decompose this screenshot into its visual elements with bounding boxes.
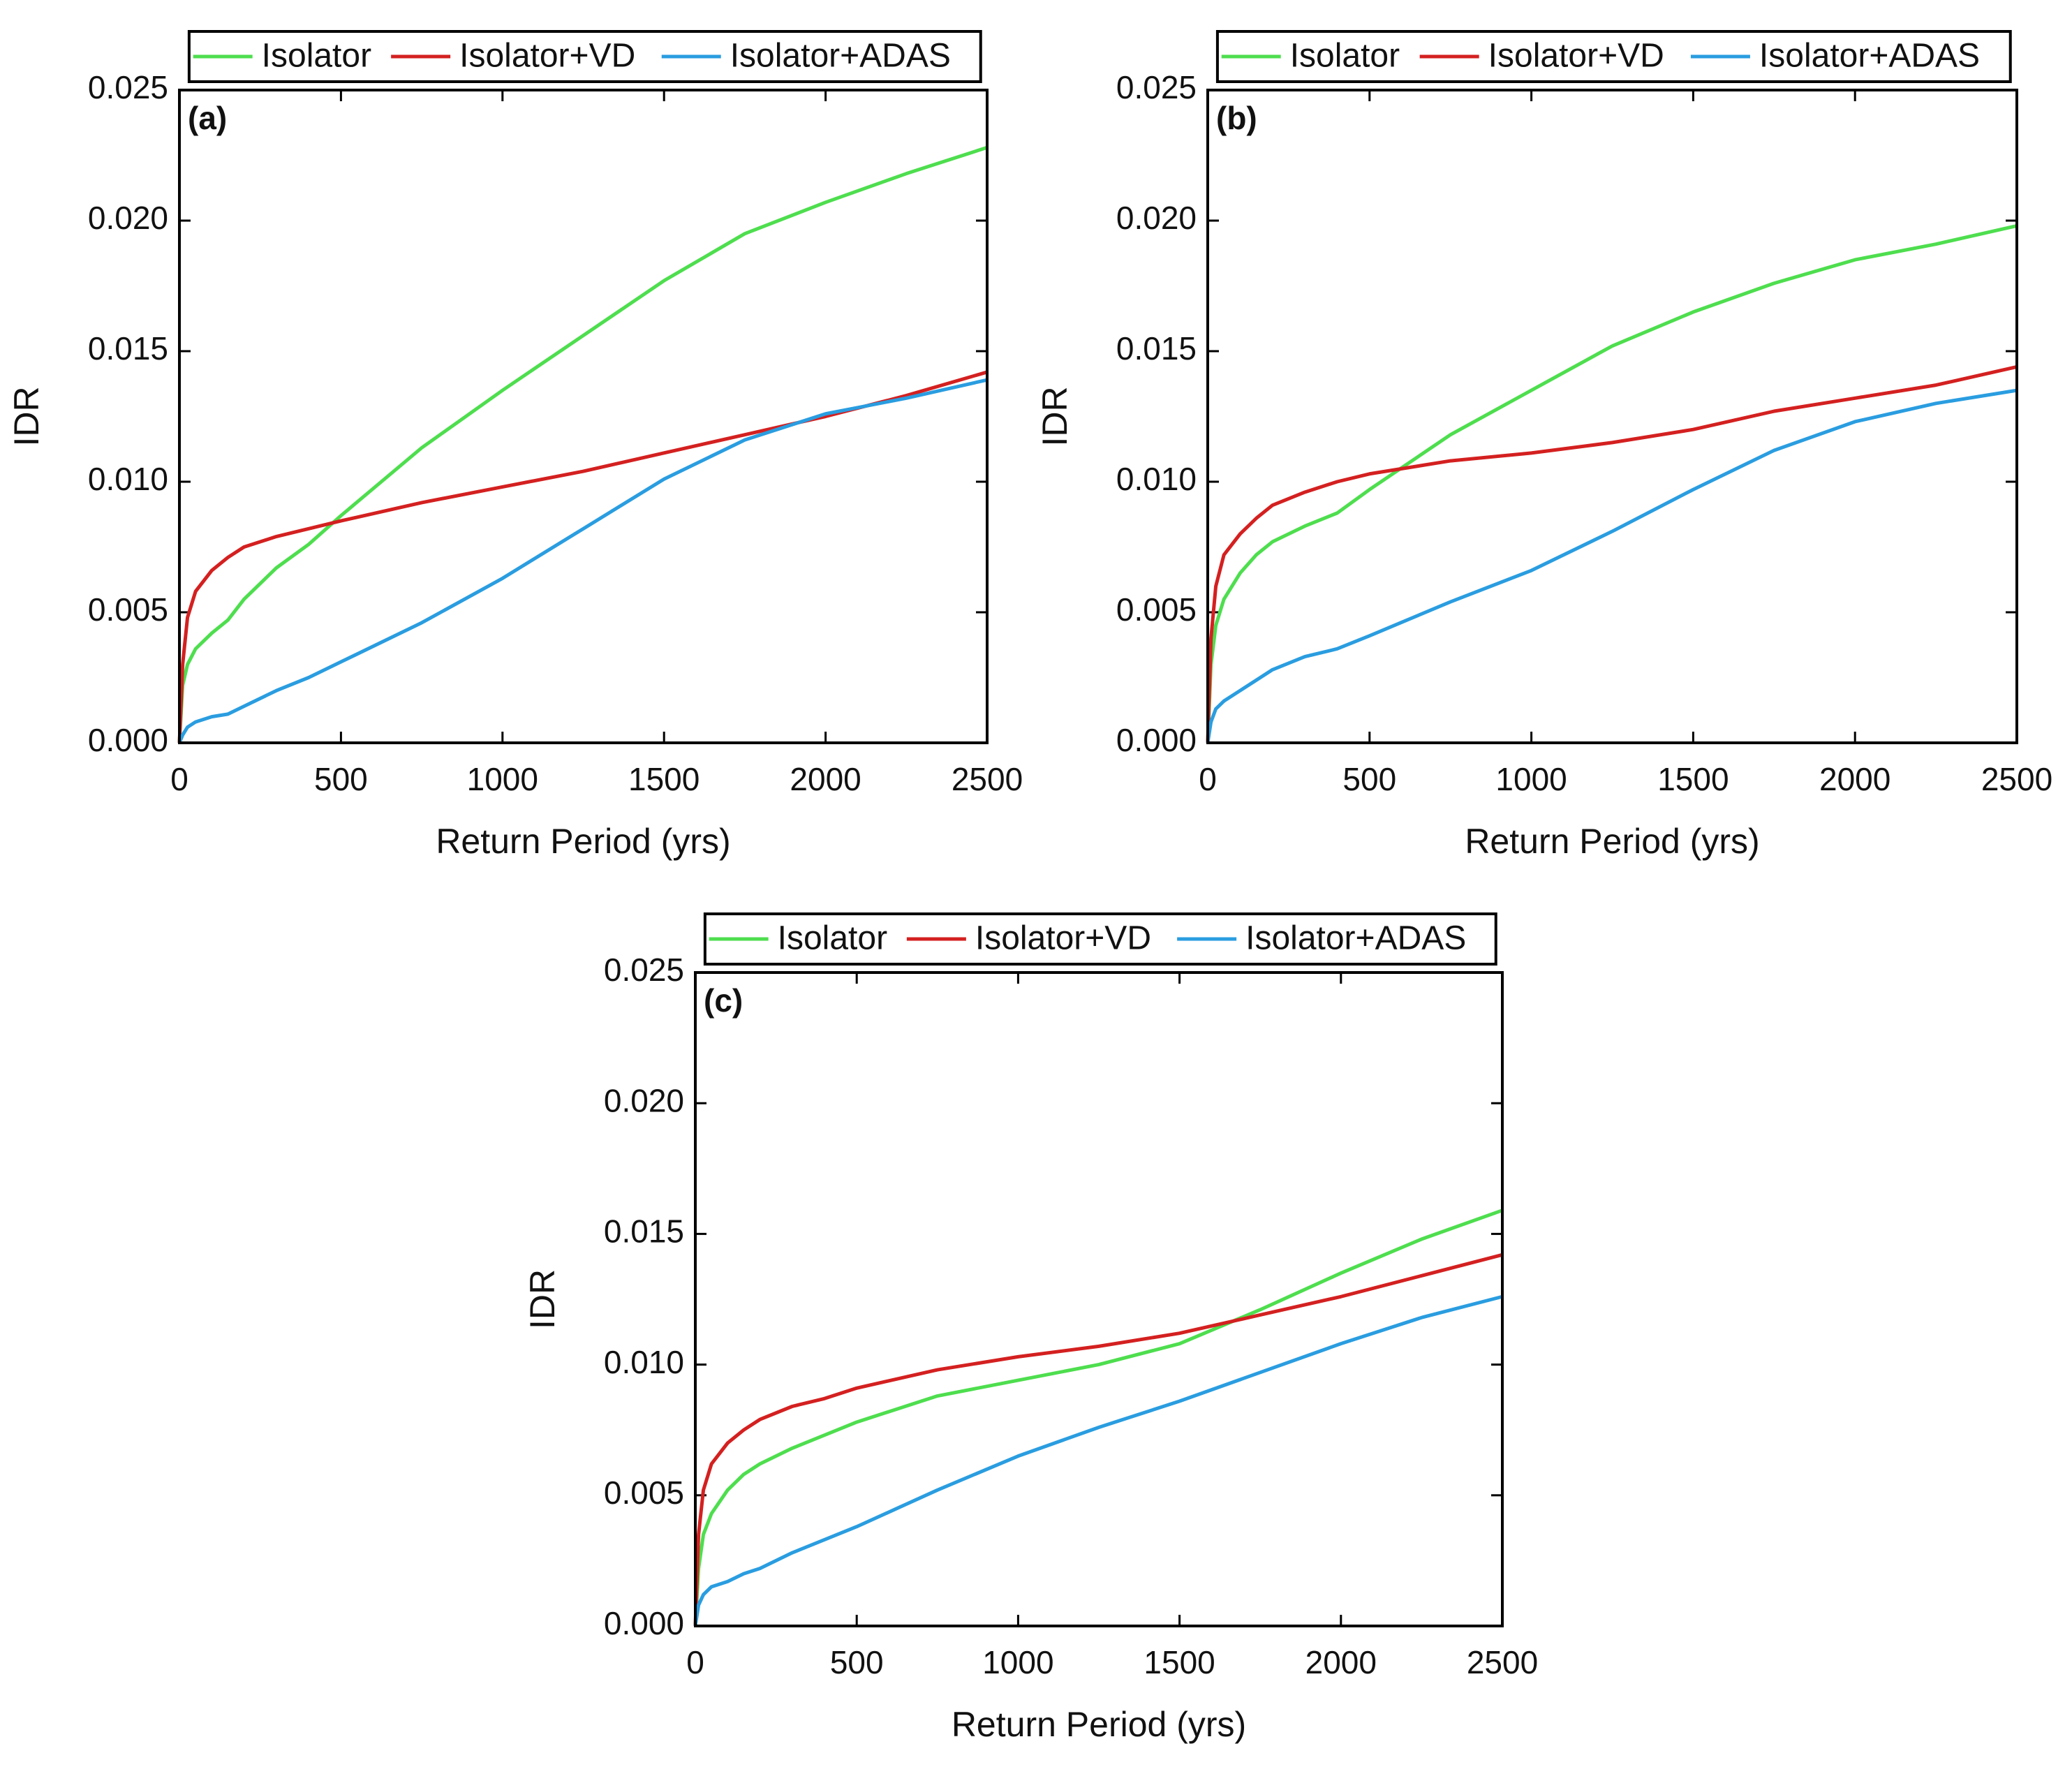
x-axis-title: Return Period (yrs) [1465,822,1759,861]
legend-label: Isolator [1290,38,1400,75]
data-line [177,370,988,744]
x-tick-label: 2000 [1305,1644,1377,1680]
y-tick-label: 0.010 [1116,461,1197,497]
y-tick-label: 0.025 [88,69,168,105]
legend-label: Isolator+ADAS [1245,920,1466,957]
data-line [177,145,988,744]
x-axis-title: Return Period (yrs) [436,822,730,861]
y-tick-label: 0.020 [88,200,168,236]
y-axis-title: IDR [1035,386,1074,446]
legend-label: Isolator+VD [459,38,635,75]
legend-label: Isolator+ADAS [730,38,951,75]
x-tick-label: 1000 [467,761,538,797]
legend-label: Isolator [262,38,371,75]
x-tick-label: 500 [1342,761,1396,797]
data-line [1206,365,2018,744]
y-tick-label: 0.005 [604,1474,684,1511]
y-tick-label: 0.005 [1116,591,1197,628]
legend-box [703,912,1497,966]
x-tick-label: 1500 [628,761,700,797]
y-tick-label: 0.020 [604,1082,684,1118]
legend-box [187,30,982,83]
data-line [693,1252,1503,1627]
plot-frame [1206,89,2018,744]
panel-label: (b) [1216,100,1257,136]
legend-label: Isolator+VD [975,920,1151,957]
x-tick-label: 2000 [790,761,861,797]
y-tick-label: 0.020 [1116,200,1197,236]
y-tick-label: 0.015 [604,1213,684,1250]
y-tick-label: 0.000 [604,1605,684,1641]
x-tick-label: 2500 [952,761,1023,797]
plot-frame [178,89,989,744]
data-line [693,1294,1503,1627]
chart: 0.000 0.005 0.010 0.015 0.020 0.025 0 500 1000 15… [523,912,1538,1744]
y-axis-title: IDR [7,386,46,446]
y-tick-label: 0.000 [1116,722,1197,758]
x-tick-label: 2000 [1819,761,1890,797]
y-tick-label: 0.010 [88,461,168,497]
y-tick-label: 0.025 [604,952,684,988]
data-line [1206,224,2018,744]
plot-frame [694,971,1504,1627]
x-tick-label: 1000 [1495,761,1567,797]
data-line [1206,388,2018,744]
x-tick-label: 500 [830,1644,884,1680]
x-tick-label: 1500 [1657,761,1729,797]
y-tick-label: 0.010 [604,1344,684,1380]
x-tick-label: 1000 [982,1644,1053,1680]
x-axis-title: Return Period (yrs) [952,1705,1246,1744]
x-tick-label: 1500 [1144,1644,1215,1680]
x-tick-label: 0 [170,761,188,797]
y-tick-label: 0.015 [88,330,168,367]
panel-label: (c) [704,982,743,1019]
chart: 0.000 0.005 0.010 0.015 0.020 0.025 0 500 1000 15… [1035,30,2052,861]
x-tick-label: 2500 [1467,1644,1538,1680]
data-line [177,378,988,744]
legend-label: Isolator+VD [1488,38,1664,75]
x-tick-label: 2500 [1981,761,2052,797]
chart: 0.000 0.005 0.010 0.015 0.020 0.025 0 500 1000 15… [7,30,1023,861]
panel-label: (a) [188,100,227,136]
x-tick-label: 500 [314,761,368,797]
y-tick-label: 0.000 [88,722,168,758]
legend-box [1215,30,2012,83]
data-line [693,1208,1503,1627]
x-tick-label: 0 [1199,761,1217,797]
legend-label: Isolator [778,920,887,957]
y-tick-label: 0.015 [1116,330,1197,367]
y-axis-title: IDR [523,1269,562,1329]
x-tick-label: 0 [686,1644,704,1680]
y-tick-label: 0.005 [88,591,168,628]
y-tick-label: 0.025 [1116,69,1197,105]
legend-label: Isolator+ADAS [1759,38,1980,75]
